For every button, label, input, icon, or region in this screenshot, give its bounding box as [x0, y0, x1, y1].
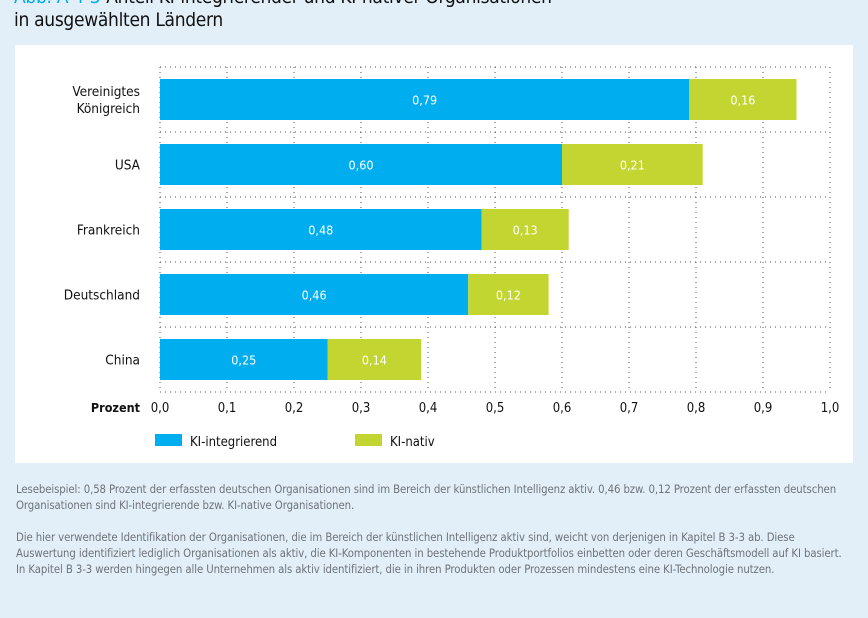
data-label: 0,14: [362, 353, 387, 368]
data-label: 0,16: [730, 93, 755, 108]
bar-ki-nativ: [562, 144, 703, 185]
chart-title-line2: in ausgewählten Ländern: [14, 9, 223, 31]
legend-label: KI-nativ: [390, 435, 435, 450]
bar-ki-integrierend: [160, 339, 328, 380]
data-label: 0,46: [302, 288, 327, 303]
category-label: Deutschland: [64, 288, 140, 304]
bar-ki-integrierend: [160, 274, 469, 315]
x-tick-label: 0,8: [687, 401, 706, 416]
x-tick-label: 0,1: [218, 401, 237, 416]
method-note: Die hier verwendete Identifikation der O…: [16, 531, 842, 576]
bar-ki-nativ: [327, 339, 422, 380]
category-label: Frankreich: [77, 223, 140, 239]
category-label: USA: [115, 158, 141, 174]
data-label: 0,25: [231, 353, 256, 368]
category-label: China: [105, 353, 140, 369]
category-label: Vereinigtes: [72, 84, 140, 100]
bar-ki-nativ: [481, 209, 569, 250]
x-tick-label: 0,3: [352, 401, 371, 416]
x-tick-label: 0,5: [486, 401, 505, 416]
bar-ki-nativ: [468, 274, 549, 315]
data-label: 0,12: [496, 288, 521, 303]
data-label: 0,48: [308, 223, 333, 238]
chart-title-line1: Abb. A 4-3 Anteil KI-integrierender und K…: [14, 0, 552, 8]
bar-ki-integrierend: [160, 144, 562, 185]
legend-swatch: [355, 434, 382, 446]
legend-swatch: [155, 434, 182, 446]
figure-number: Abb. A 4-3: [14, 0, 101, 8]
x-tick-label: 0,9: [754, 401, 773, 416]
x-tick-label: 0,0: [151, 401, 170, 416]
bar-ki-integrierend: [160, 209, 482, 250]
reading-example-note: Lesebeispiel: 0,58 Prozent der erfassten…: [16, 483, 837, 512]
x-tick-label: 0,2: [285, 401, 304, 416]
data-label: 0,60: [348, 158, 373, 173]
x-tick-label: 0,4: [419, 401, 438, 416]
data-label: 0,13: [513, 223, 538, 238]
data-label: 0,21: [620, 158, 645, 173]
bar-ki-integrierend: [160, 79, 690, 120]
x-axis-label: Prozent: [91, 400, 141, 415]
data-label: 0,79: [412, 93, 437, 108]
category-label: Königreich: [77, 101, 140, 117]
x-tick-label: 0,6: [553, 401, 572, 416]
bar-ki-nativ: [689, 79, 797, 120]
x-tick-label: 0,7: [620, 401, 639, 416]
title-text: Anteil KI-integrierender und KI-nativer …: [106, 0, 552, 8]
legend-label: KI-integrierend: [190, 435, 277, 450]
x-tick-label: 1,0: [821, 401, 840, 416]
